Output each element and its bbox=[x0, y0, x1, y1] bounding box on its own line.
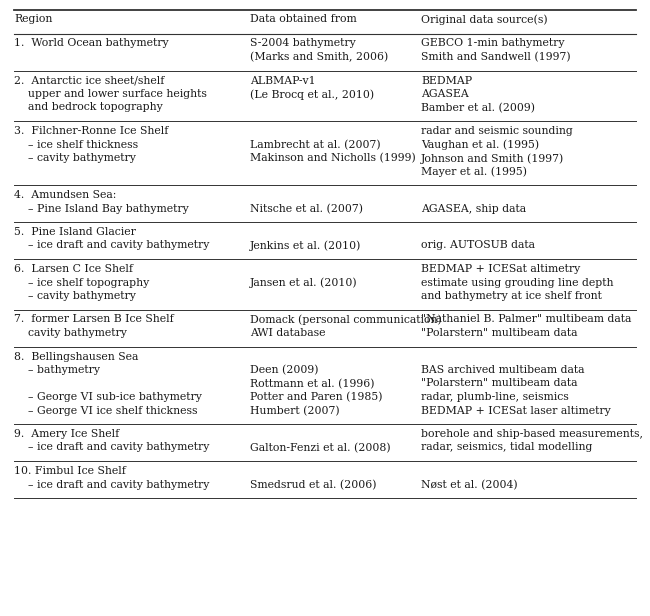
Text: AWI database: AWI database bbox=[250, 328, 326, 338]
Text: 7.  former Larsen B Ice Shelf: 7. former Larsen B Ice Shelf bbox=[14, 315, 174, 325]
Text: "Polarstern" multibeam data: "Polarstern" multibeam data bbox=[421, 378, 578, 389]
Text: BAS archived multibeam data: BAS archived multibeam data bbox=[421, 365, 585, 375]
Text: – cavity bathymetry: – cavity bathymetry bbox=[14, 291, 136, 301]
Text: Jenkins et al. (2010): Jenkins et al. (2010) bbox=[250, 240, 361, 251]
Text: "Nathaniel B. Palmer" multibeam data: "Nathaniel B. Palmer" multibeam data bbox=[421, 315, 632, 325]
Text: BEDMAP + ICESat laser altimetry: BEDMAP + ICESat laser altimetry bbox=[421, 405, 611, 416]
Text: – cavity bathymetry: – cavity bathymetry bbox=[14, 153, 136, 163]
Text: orig. AUTOSUB data: orig. AUTOSUB data bbox=[421, 240, 535, 251]
Text: (Marks and Smith, 2006): (Marks and Smith, 2006) bbox=[250, 52, 389, 62]
Text: – George VI ice shelf thickness: – George VI ice shelf thickness bbox=[14, 405, 198, 416]
Text: Bamber et al. (2009): Bamber et al. (2009) bbox=[421, 102, 535, 113]
Text: S-2004 bathymetry: S-2004 bathymetry bbox=[250, 38, 356, 49]
Text: Potter and Paren (1985): Potter and Paren (1985) bbox=[250, 392, 383, 402]
Text: – bathymetry: – bathymetry bbox=[14, 365, 100, 375]
Text: 9.  Amery Ice Shelf: 9. Amery Ice Shelf bbox=[14, 429, 120, 439]
Text: Mayer et al. (1995): Mayer et al. (1995) bbox=[421, 166, 527, 177]
Text: – George VI sub-ice bathymetry: – George VI sub-ice bathymetry bbox=[14, 392, 202, 402]
Text: 10. Fimbul Ice Shelf: 10. Fimbul Ice Shelf bbox=[14, 466, 126, 476]
Text: Domack (personal communication): Domack (personal communication) bbox=[250, 315, 442, 325]
Text: (Le Brocq et al., 2010): (Le Brocq et al., 2010) bbox=[250, 89, 374, 100]
Text: borehole and ship-based measurements,: borehole and ship-based measurements, bbox=[421, 429, 644, 439]
Text: Humbert (2007): Humbert (2007) bbox=[250, 405, 340, 416]
Text: upper and lower surface heights: upper and lower surface heights bbox=[14, 89, 207, 99]
Text: Original data source(s): Original data source(s) bbox=[421, 14, 548, 25]
Text: 8.  Bellingshausen Sea: 8. Bellingshausen Sea bbox=[14, 352, 138, 362]
Text: Lambrecht at al. (2007): Lambrecht at al. (2007) bbox=[250, 139, 381, 150]
Text: Region: Region bbox=[14, 14, 53, 24]
Text: – Pine Island Bay bathymetry: – Pine Island Bay bathymetry bbox=[14, 203, 189, 214]
Text: cavity bathymetry: cavity bathymetry bbox=[14, 328, 127, 338]
Text: 4.  Amundsen Sea:: 4. Amundsen Sea: bbox=[14, 190, 117, 200]
Text: Smedsrud et al. (2006): Smedsrud et al. (2006) bbox=[250, 479, 377, 490]
Text: Smith and Sandwell (1997): Smith and Sandwell (1997) bbox=[421, 52, 571, 62]
Text: Deen (2009): Deen (2009) bbox=[250, 365, 318, 375]
Text: 6.  Larsen C Ice Shelf: 6. Larsen C Ice Shelf bbox=[14, 264, 133, 274]
Text: Makinson and Nicholls (1999): Makinson and Nicholls (1999) bbox=[250, 153, 416, 163]
Text: 2.  Antarctic ice sheet/shelf: 2. Antarctic ice sheet/shelf bbox=[14, 76, 164, 86]
Text: estimate using grouding line depth: estimate using grouding line depth bbox=[421, 277, 614, 288]
Text: Galton-Fenzi et al. (2008): Galton-Fenzi et al. (2008) bbox=[250, 442, 391, 453]
Text: ALBMAP-v1: ALBMAP-v1 bbox=[250, 76, 316, 86]
Text: – ice shelf topography: – ice shelf topography bbox=[14, 277, 150, 288]
Text: Rottmann et al. (1996): Rottmann et al. (1996) bbox=[250, 378, 375, 389]
Text: 3.  Filchner-Ronne Ice Shelf: 3. Filchner-Ronne Ice Shelf bbox=[14, 126, 169, 136]
Text: radar, seismics, tidal modelling: radar, seismics, tidal modelling bbox=[421, 442, 593, 453]
Text: AGASEA: AGASEA bbox=[421, 89, 469, 99]
Text: – ice draft and cavity bathymetry: – ice draft and cavity bathymetry bbox=[14, 240, 210, 251]
Text: "Polarstern" multibeam data: "Polarstern" multibeam data bbox=[421, 328, 578, 338]
Text: 5.  Pine Island Glacier: 5. Pine Island Glacier bbox=[14, 227, 136, 237]
Text: radar, plumb-line, seismics: radar, plumb-line, seismics bbox=[421, 392, 569, 402]
Text: – ice draft and cavity bathymetry: – ice draft and cavity bathymetry bbox=[14, 479, 210, 490]
Text: – ice shelf thickness: – ice shelf thickness bbox=[14, 139, 138, 150]
Text: Data obtained from: Data obtained from bbox=[250, 14, 357, 24]
Text: Vaughan et al. (1995): Vaughan et al. (1995) bbox=[421, 139, 540, 150]
Text: Jansen et al. (2010): Jansen et al. (2010) bbox=[250, 277, 358, 288]
Text: radar and seismic sounding: radar and seismic sounding bbox=[421, 126, 573, 136]
Text: Nitsche et al. (2007): Nitsche et al. (2007) bbox=[250, 203, 363, 214]
Text: and bathymetry at ice shelf front: and bathymetry at ice shelf front bbox=[421, 291, 602, 301]
Text: GEBCO 1-min bathymetry: GEBCO 1-min bathymetry bbox=[421, 38, 565, 49]
Text: Nøst et al. (2004): Nøst et al. (2004) bbox=[421, 479, 518, 490]
Text: and bedrock topography: and bedrock topography bbox=[14, 102, 163, 113]
Text: Johnson and Smith (1997): Johnson and Smith (1997) bbox=[421, 153, 564, 164]
Text: – ice draft and cavity bathymetry: – ice draft and cavity bathymetry bbox=[14, 442, 210, 453]
Text: 1.  World Ocean bathymetry: 1. World Ocean bathymetry bbox=[14, 38, 169, 49]
Text: BEDMAP: BEDMAP bbox=[421, 76, 473, 86]
Text: BEDMAP + ICESat altimetry: BEDMAP + ICESat altimetry bbox=[421, 264, 580, 274]
Text: AGASEA, ship data: AGASEA, ship data bbox=[421, 203, 526, 214]
